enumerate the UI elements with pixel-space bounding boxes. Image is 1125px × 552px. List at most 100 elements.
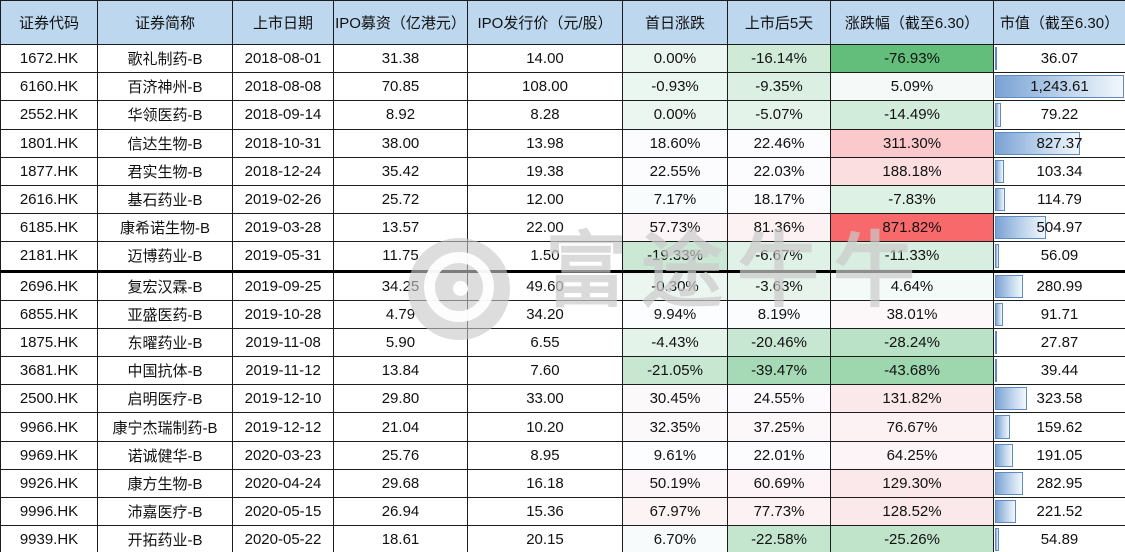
cell-code[interactable]: 2500.HK — [0, 384, 98, 414]
cell-price[interactable]: 13.98 — [467, 128, 623, 158]
cell-raise[interactable]: 5.90 — [333, 327, 468, 358]
cell-name[interactable]: 沛嘉医疗-B — [97, 496, 233, 527]
cell-date[interactable]: 2019-05-31 — [232, 241, 334, 273]
cell-day5[interactable]: -16.14% — [727, 43, 831, 74]
cell-day1[interactable]: -19.33% — [622, 241, 728, 273]
cell-day1[interactable]: 22.55% — [622, 156, 728, 186]
cell-date[interactable]: 2020-03-23 — [232, 440, 334, 470]
cell-day1[interactable]: 9.61% — [622, 440, 728, 470]
cell-cap[interactable]: 282.95 — [993, 468, 1125, 499]
cell-price[interactable]: 34.20 — [467, 299, 623, 329]
cell-day5[interactable]: 37.25% — [727, 412, 831, 442]
cell-raise[interactable]: 13.57 — [333, 213, 468, 243]
cell-cap[interactable]: 114.79 — [993, 184, 1125, 215]
cell-raise[interactable]: 18.61 — [333, 525, 468, 552]
cell-name[interactable]: 君实生物-B — [97, 156, 233, 186]
cell-name[interactable]: 复宏汉霖-B — [97, 270, 233, 301]
cell-raise[interactable]: 26.94 — [333, 496, 468, 527]
cell-code[interactable]: 1877.HK — [0, 156, 98, 186]
cell-day5[interactable]: 81.36% — [727, 213, 831, 243]
cell-raise[interactable]: 34.25 — [333, 270, 468, 301]
cell-day1[interactable]: 7.17% — [622, 184, 728, 215]
cell-price[interactable]: 108.00 — [467, 72, 623, 102]
cell-day1[interactable]: 50.19% — [622, 468, 728, 499]
cell-price[interactable]: 33.00 — [467, 384, 623, 414]
cell-day1[interactable]: -0.30% — [622, 270, 728, 301]
cell-name[interactable]: 东曜药业-B — [97, 327, 233, 358]
cell-day1[interactable]: 9.94% — [622, 299, 728, 329]
cell-day1[interactable]: 32.35% — [622, 412, 728, 442]
cell-price[interactable]: 14.00 — [467, 43, 623, 74]
cell-day1[interactable]: -0.93% — [622, 72, 728, 102]
cell-date[interactable]: 2020-05-22 — [232, 525, 334, 552]
cell-since[interactable]: 129.30% — [830, 468, 994, 499]
cell-date[interactable]: 2019-02-26 — [232, 184, 334, 215]
cell-price[interactable]: 8.28 — [467, 100, 623, 130]
cell-code[interactable]: 1801.HK — [0, 128, 98, 158]
cell-day1[interactable]: -4.43% — [622, 327, 728, 358]
column-header-since[interactable]: 涨跌幅（截至6.30） — [830, 0, 994, 45]
cell-cap[interactable]: 54.89 — [993, 525, 1125, 552]
cell-date[interactable]: 2019-12-10 — [232, 384, 334, 414]
cell-date[interactable]: 2019-11-08 — [232, 327, 334, 358]
cell-since[interactable]: -28.24% — [830, 327, 994, 358]
cell-cap[interactable]: 36.07 — [993, 43, 1125, 74]
cell-since[interactable]: -11.33% — [830, 241, 994, 273]
cell-code[interactable]: 9926.HK — [0, 468, 98, 499]
cell-raise[interactable]: 8.92 — [333, 100, 468, 130]
cell-cap[interactable]: 103.34 — [993, 156, 1125, 186]
cell-code[interactable]: 9969.HK — [0, 440, 98, 470]
cell-day5[interactable]: -3.63% — [727, 270, 831, 301]
cell-since[interactable]: 871.82% — [830, 213, 994, 243]
cell-since[interactable]: -25.26% — [830, 525, 994, 552]
cell-name[interactable]: 中国抗体-B — [97, 356, 233, 386]
cell-since[interactable]: 311.30% — [830, 128, 994, 158]
cell-date[interactable]: 2018-09-14 — [232, 100, 334, 130]
cell-day1[interactable]: 18.60% — [622, 128, 728, 158]
cell-day5[interactable]: -6.67% — [727, 241, 831, 273]
cell-cap[interactable]: 1,243.61 — [993, 72, 1125, 102]
cell-name[interactable]: 诺诚健华-B — [97, 440, 233, 470]
cell-name[interactable]: 启明医疗-B — [97, 384, 233, 414]
cell-name[interactable]: 百济神州-B — [97, 72, 233, 102]
column-header-day5[interactable]: 上市后5天 — [727, 0, 831, 45]
cell-day5[interactable]: -20.46% — [727, 327, 831, 358]
cell-day5[interactable]: -39.47% — [727, 356, 831, 386]
cell-date[interactable]: 2018-12-24 — [232, 156, 334, 186]
cell-day5[interactable]: 22.03% — [727, 156, 831, 186]
cell-date[interactable]: 2018-08-08 — [232, 72, 334, 102]
cell-date[interactable]: 2019-12-12 — [232, 412, 334, 442]
column-header-date[interactable]: 上市日期 — [232, 0, 334, 45]
cell-cap[interactable]: 56.09 — [993, 241, 1125, 273]
cell-price[interactable]: 7.60 — [467, 356, 623, 386]
cell-raise[interactable]: 29.68 — [333, 468, 468, 499]
cell-price[interactable]: 20.15 — [467, 525, 623, 552]
cell-raise[interactable]: 38.00 — [333, 128, 468, 158]
column-header-raise[interactable]: IPO募资（亿港元） — [333, 0, 468, 45]
cell-raise[interactable]: 29.80 — [333, 384, 468, 414]
cell-since[interactable]: 188.18% — [830, 156, 994, 186]
cell-price[interactable]: 49.60 — [467, 270, 623, 301]
cell-name[interactable]: 康宁杰瑞制药-B — [97, 412, 233, 442]
cell-day5[interactable]: -5.07% — [727, 100, 831, 130]
cell-raise[interactable]: 70.85 — [333, 72, 468, 102]
cell-raise[interactable]: 25.76 — [333, 440, 468, 470]
cell-price[interactable]: 10.20 — [467, 412, 623, 442]
cell-code[interactable]: 2696.HK — [0, 270, 98, 301]
cell-name[interactable]: 信达生物-B — [97, 128, 233, 158]
cell-code[interactable]: 6855.HK — [0, 299, 98, 329]
cell-cap[interactable]: 221.52 — [993, 496, 1125, 527]
cell-code[interactable]: 6160.HK — [0, 72, 98, 102]
cell-since[interactable]: -7.83% — [830, 184, 994, 215]
cell-date[interactable]: 2019-03-28 — [232, 213, 334, 243]
column-header-price[interactable]: IPO发行价（元/股） — [467, 0, 623, 45]
cell-code[interactable]: 3681.HK — [0, 356, 98, 386]
cell-price[interactable]: 22.00 — [467, 213, 623, 243]
cell-raise[interactable]: 21.04 — [333, 412, 468, 442]
cell-date[interactable]: 2018-08-01 — [232, 43, 334, 74]
column-header-day1[interactable]: 首日涨跌 — [622, 0, 728, 45]
cell-day5[interactable]: 8.19% — [727, 299, 831, 329]
cell-day1[interactable]: 67.97% — [622, 496, 728, 527]
column-header-cap[interactable]: 市值（截至6.30） — [993, 0, 1125, 45]
cell-raise[interactable]: 11.75 — [333, 241, 468, 273]
